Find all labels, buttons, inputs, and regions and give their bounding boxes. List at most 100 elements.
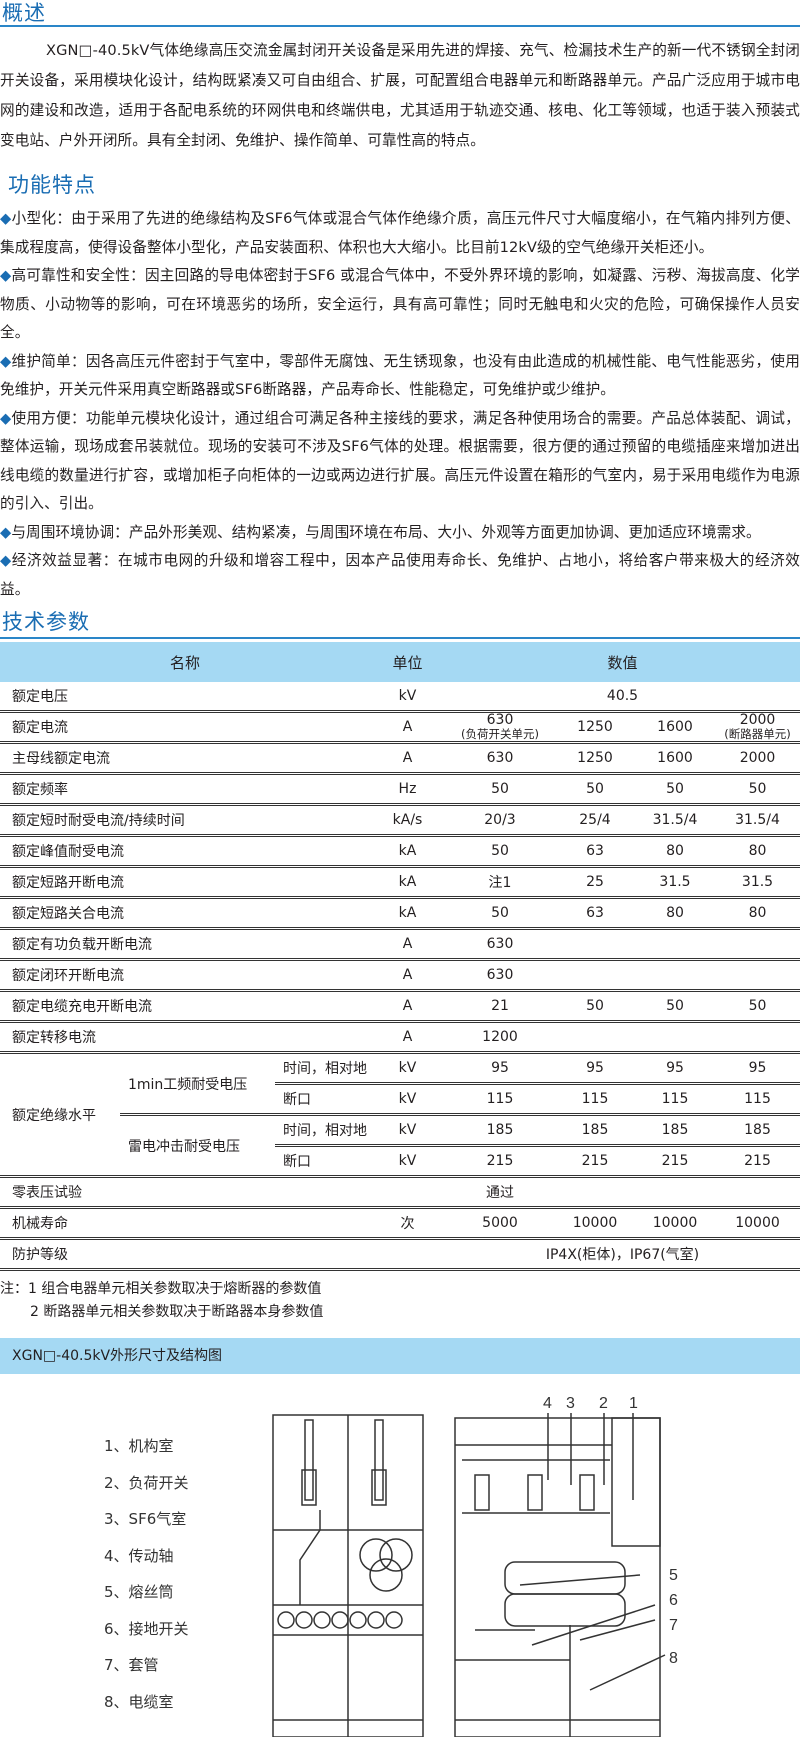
feature-item: ◆与周围环境协调：产品外形美观、结构紧凑，与周围环境在布局、大小、外观等方面更加…	[0, 523, 761, 541]
overview-paragraph: XGN□-40.5kV气体绝缘高压交流金属封闭开关设备是采用先进的焊接、充气、检…	[0, 42, 800, 149]
row-unit: A	[370, 742, 445, 775]
table-row: 零表压试验 通过	[0, 1176, 800, 1209]
legend-item: 4、传动轴	[104, 1546, 174, 1565]
row-value: 5000	[445, 1207, 555, 1240]
leader-5	[519, 1574, 641, 1586]
table-row: 额定有功负载开断电流 A 630	[0, 928, 800, 961]
row-value: 50	[635, 990, 715, 1023]
table-notes: 注：1 组合电器单元相关参数取决于熔断器的参数值 2 断路器单元相关参数取决于断…	[0, 1278, 323, 1324]
callout-6: 6	[669, 1592, 678, 1609]
overview-divider	[0, 25, 800, 27]
row-value: 80	[715, 897, 800, 930]
row-unit: A	[370, 990, 445, 1023]
row-value: 50	[445, 897, 555, 930]
row-unit: 次	[370, 1207, 445, 1240]
feature-item: ◆高可靠性和安全性：因主回路的导电体密封于SF6 或混合气体中，不受外界环境的影…	[0, 267, 800, 341]
callout-4: 4	[543, 1395, 552, 1412]
diamond-bullet-icon: ◆	[0, 552, 12, 569]
table-row: 额定短时耐受电流/持续时间 kA/s 20/3 25/4 31.5/4 31.5/4	[0, 804, 800, 837]
switchgear-structure-drawing: 4 3 2 1 5 6 7 8	[272, 1395, 678, 1737]
note-1: 注：1 组合电器单元相关参数取决于熔断器的参数值	[0, 1281, 322, 1297]
specs-title: 技术参数	[2, 610, 90, 634]
note-2: 2 断路器单元相关参数取决于断路器本身参数值	[30, 1304, 324, 1320]
table-row: 机械寿命次 5000 10000 10000 10000	[0, 1207, 800, 1240]
table-row: 额定电缆充电开断电流 A 21 50 50 50	[0, 990, 800, 1023]
diamond-bullet-icon: ◆	[0, 210, 12, 227]
callout-1: 1	[629, 1395, 638, 1412]
row-value: 63	[555, 897, 635, 930]
legend-item: 8、电缆室	[104, 1692, 174, 1711]
diamond-bullet-icon: ◆	[0, 409, 12, 427]
row-name: 额定峰值耐受电流	[0, 835, 370, 868]
row-value: 31.5	[715, 866, 800, 899]
diagram-banner: XGN□-40.5kV外形尺寸及结构图	[0, 1338, 800, 1374]
row-value: 1600	[635, 742, 715, 775]
table-row: 额定电压 kV 40.5	[0, 682, 800, 713]
spec-table: 名称 单位 数值 额定电压 kV 40.5 额定电流 A 630 (负荷开关单元) 12…	[0, 642, 800, 1271]
callout-7: 7	[669, 1617, 678, 1634]
diamond-bullet-icon: ◆	[0, 352, 12, 370]
callout-5: 5	[669, 1567, 678, 1584]
callout-numbers: 4 3 2 1 5 6 7 8	[543, 1395, 678, 1667]
row-value: 21	[445, 990, 555, 1023]
table-row: 断口 kV 115 115 115 115	[0, 1083, 800, 1116]
header-value: 数值	[445, 642, 800, 682]
row-unit: kA	[370, 866, 445, 899]
row-name: 额定电缆充电开断电流	[0, 990, 370, 1023]
feature-item: ◆使用方便：功能单元模块化设计，通过组合可满足各种主接线的要求，满足各种使用场合…	[0, 409, 800, 513]
row-unit: kA	[370, 835, 445, 868]
row-value: 1250	[555, 742, 635, 775]
table-row: 额定短路关合电流 kA 50 63 80 80	[0, 897, 800, 930]
row-value: 50	[445, 835, 555, 868]
callout-8: 8	[669, 1650, 678, 1667]
bushing-row	[277, 1611, 403, 1629]
row-value: 80	[635, 897, 715, 930]
row-name: 额定短路开断电流	[0, 866, 370, 899]
overview-title: 概述	[2, 1, 46, 25]
front-view-cabinet	[272, 1414, 424, 1737]
table-row: 断口 kV 215 215 215 215	[0, 1145, 800, 1178]
row-name: 额定短时耐受电流/持续时间	[0, 804, 370, 837]
features-title: 功能特点	[8, 173, 96, 197]
diamond-bullet-icon: ◆	[0, 267, 12, 284]
legend-item: 5、熔丝筒	[104, 1583, 174, 1601]
legend-item: 3、SF6气室	[104, 1510, 187, 1528]
header-unit: 单位	[370, 642, 445, 682]
row-value: 630	[445, 742, 555, 775]
table-row: 额定绝缘水平 1min工频耐受电压 时间，相对地 kV 95 95 95 95	[0, 1052, 800, 1178]
table-row: 额定电流 A 630 (负荷开关单元) 1250 1600 2000 (断路器单元)	[0, 711, 800, 744]
row-value: 10000	[715, 1207, 800, 1240]
table-header: 名称 单位 数值	[0, 642, 800, 682]
legend-item: 1、机构室	[104, 1437, 174, 1455]
features-list: ◆小型化：由于采用了先进的绝缘结构及SF6气体或混合气体作绝缘介质，高压元件尺寸…	[0, 205, 800, 604]
row-value: 10000	[555, 1207, 635, 1240]
row-value: 20/3	[445, 804, 555, 837]
row-unit: kA	[370, 897, 445, 930]
callout-3: 3	[566, 1395, 575, 1412]
table-row: 额定短路开断电流 kA 注1 25 31.5 31.5	[0, 866, 800, 899]
row-value: 50	[715, 990, 800, 1023]
row-unit: kA/s	[370, 804, 445, 837]
row-name: 额定短路关合电流	[0, 897, 370, 930]
row-unit: Hz	[370, 773, 445, 806]
row-value: 50	[635, 773, 715, 806]
side-view-cabinet	[454, 1413, 666, 1737]
row-value: 50	[555, 990, 635, 1023]
feature-item: ◆经济效益显著：在城市电网的升级和增容工程中，因本产品使用寿命长、免维护、占地小…	[0, 552, 800, 598]
row-value: 10000	[635, 1207, 715, 1240]
table-row: 额定峰值耐受电流 kA 50 63 80 80	[0, 835, 800, 868]
specs-divider	[0, 637, 800, 639]
row-value: 注1	[445, 866, 555, 899]
leader-8	[589, 1654, 666, 1691]
row-value: 31.5	[635, 866, 715, 899]
row-name: 额定频率	[0, 773, 370, 806]
row-value: 50	[445, 773, 555, 806]
table-row: 额定转移电流 A 1200	[0, 1021, 800, 1054]
header-name: 名称	[0, 642, 370, 682]
row-value: 2000	[715, 742, 800, 775]
row-value: 25/4	[555, 804, 635, 837]
row-value: 31.5/4	[715, 804, 800, 837]
table-row: 额定频率 Hz 50 50 50 50	[0, 773, 800, 806]
table-row: 额定闭环开断电流 A 630	[0, 959, 800, 992]
row-name: 机械寿命	[0, 1207, 370, 1240]
